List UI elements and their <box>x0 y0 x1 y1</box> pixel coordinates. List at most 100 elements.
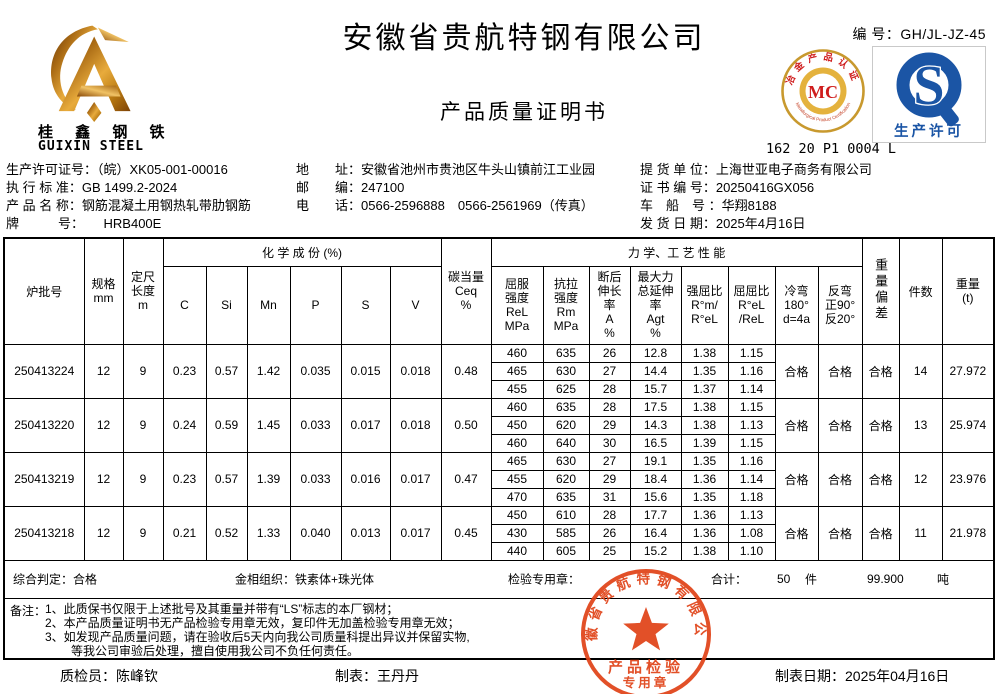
cell-p: 0.040 <box>289 505 342 561</box>
cell-p: 0.033 <box>289 397 342 453</box>
col-header-spec: 规格 mm <box>83 237 124 345</box>
cell-rel: 460 <box>490 343 544 363</box>
cell-agt: 15.6 <box>629 487 682 507</box>
standard-value: GB 1499.2-2024 <box>81 180 178 195</box>
phone-value: 0566-2596888 0566-2561969（传真） <box>361 198 594 213</box>
consignee-label: 提 货 单 位： <box>640 162 716 177</box>
standard-label: 执 行 标 准： <box>6 180 82 195</box>
cell-cold-bend: 合格 <box>774 397 819 453</box>
total-pieces: 50 <box>777 572 791 586</box>
cell-c: 0.23 <box>162 451 207 507</box>
cell-rm-rel: 1.38 <box>680 541 729 561</box>
metallographic-structure: 金相组织：铁素体+珠光体 <box>235 572 375 587</box>
product-name-value: 钢筋混凝土用钢热轧带肋钢筋 <box>81 198 251 213</box>
cell-batch: 250413219 <box>3 451 85 507</box>
cell-weight: 27.972 <box>941 343 995 399</box>
cell-pieces: 13 <box>898 397 943 453</box>
note-line-1: 1、此质保书仅限于上述批号及其重量并带有“LS”标志的本厂钢材； <box>45 601 399 616</box>
cell-length: 9 <box>122 505 164 561</box>
cell-s: 0.016 <box>340 451 391 507</box>
cell-cold-bend: 合格 <box>774 343 819 399</box>
note-line-4: 等我公司审验后处理，擅自使用我公司不负任何责任。 <box>71 644 360 659</box>
table-row: 455 625 28 15.7 1.37 1.14 <box>4 379 994 399</box>
col-header-length: 定尺 长度 m <box>122 237 164 345</box>
cell-c: 0.24 <box>162 397 207 453</box>
cell-pieces: 11 <box>898 505 943 561</box>
cell-pieces: 12 <box>898 451 943 507</box>
cell-rel-ratio: 1.13 <box>727 415 776 435</box>
cell-rel-ratio: 1.13 <box>727 505 776 525</box>
cell-rel: 455 <box>490 469 544 489</box>
cell-rel: 440 <box>490 541 544 561</box>
cell-spec: 12 <box>83 397 124 453</box>
cell-rm: 635 <box>542 397 590 417</box>
cell-length: 9 <box>122 451 164 507</box>
cell-v: 0.017 <box>389 451 442 507</box>
address-label: 地 址： <box>296 162 362 177</box>
pieces-unit: 件 <box>805 572 818 587</box>
cell-p: 0.035 <box>289 343 342 399</box>
cell-a: 30 <box>588 433 631 453</box>
cell-a: 26 <box>588 343 631 363</box>
total-label: 合计： <box>711 572 748 587</box>
mc-certification-icon: 冶金产品认证 Metallurgical Product Certificati… <box>781 49 865 133</box>
cell-agt: 19.1 <box>629 451 682 471</box>
cell-weight-dev: 合格 <box>861 505 900 561</box>
cell-a: 29 <box>588 415 631 435</box>
cell-length: 9 <box>122 343 164 399</box>
cert-no-value: 20250416GX056 <box>715 180 815 195</box>
phone-label: 电 话： <box>296 198 362 213</box>
table-row: 250413220 12 9 0.24 0.59 1.45 0.033 0.01… <box>3 397 995 453</box>
cell-mn: 1.33 <box>246 505 291 561</box>
cell-batch: 250413224 <box>3 343 85 399</box>
cell-si: 0.52 <box>205 505 248 561</box>
grade-value: HRB400E <box>77 216 162 231</box>
summary-row: 综合判定：合格 金相组织：铁素体+珠光体 检验专用章： 合计： 50 件 99.… <box>3 559 995 599</box>
cell-rel-ratio: 1.10 <box>727 541 776 561</box>
cell-c: 0.21 <box>162 505 207 561</box>
cell-a: 28 <box>588 505 631 525</box>
note-line-3: 3、如发现产品质量问题，请在验收后5天内向我公司质量科提出异议并保留实物, <box>45 629 470 644</box>
cert-no-label: 证 书 编 号： <box>640 180 716 195</box>
cell-weight-dev: 合格 <box>861 397 900 453</box>
cell-a: 29 <box>588 469 631 489</box>
cell-agt: 15.7 <box>629 379 682 399</box>
cell-rm: 630 <box>542 361 590 381</box>
svg-text:S: S <box>913 55 944 117</box>
cell-p: 0.033 <box>289 451 342 507</box>
cell-rm-rel: 1.38 <box>680 397 729 417</box>
col-header-weight-dev: 重量偏差 <box>861 237 900 345</box>
product-name-label: 产 品 名 称： <box>6 198 82 213</box>
logo-english-name: GUIXIN STEEL <box>38 139 144 154</box>
col-header-chemistry: 化 学 成 份 (%) <box>162 237 442 267</box>
cell-reverse-bend: 合格 <box>817 505 863 561</box>
address-value: 安徽省池州市贵池区牛头山镇前江工业园 <box>361 162 596 177</box>
cell-weight: 23.976 <box>941 451 995 507</box>
cell-si: 0.57 <box>205 451 248 507</box>
cell-rm-rel: 1.37 <box>680 379 729 399</box>
table-row: 250413224 12 9 0.23 0.57 1.42 0.035 0.01… <box>3 343 995 399</box>
cell-cold-bend: 合格 <box>774 505 819 561</box>
qs-label: 生产许可 <box>894 122 964 140</box>
cell-ceq: 0.47 <box>440 451 492 507</box>
col-header-batch: 炉批号 <box>3 237 85 345</box>
col-header-reverse-bend: 反弯 正90° 反20° <box>817 265 863 345</box>
cell-spec: 12 <box>83 451 124 507</box>
col-header-rel-ratio: 屈屈比 R°eL /ReL <box>727 265 776 345</box>
cell-rm: 635 <box>542 343 590 363</box>
cell-a: 31 <box>588 487 631 507</box>
cell-rel: 450 <box>490 505 544 525</box>
cell-reverse-bend: 合格 <box>817 451 863 507</box>
cell-rm: 585 <box>542 523 590 543</box>
cell-rel: 455 <box>490 379 544 399</box>
cell-rm-rel: 1.36 <box>680 523 729 543</box>
company-title: 安徽省贵航特钢有限公司 <box>342 22 706 55</box>
cell-pieces: 14 <box>898 343 943 399</box>
cell-agt: 12.8 <box>629 343 682 363</box>
cell-agt: 16.4 <box>629 523 682 543</box>
col-header-rm: 抗拉 强度 Rm MPa <box>542 265 590 345</box>
notes-row: 备注： 1、此质保书仅限于上述批号及其重量并带有“LS”标志的本厂钢材； 2、本… <box>3 597 995 660</box>
cell-rel-ratio: 1.18 <box>727 487 776 507</box>
cell-v: 0.018 <box>389 397 442 453</box>
postcode-value: 247100 <box>361 180 405 195</box>
